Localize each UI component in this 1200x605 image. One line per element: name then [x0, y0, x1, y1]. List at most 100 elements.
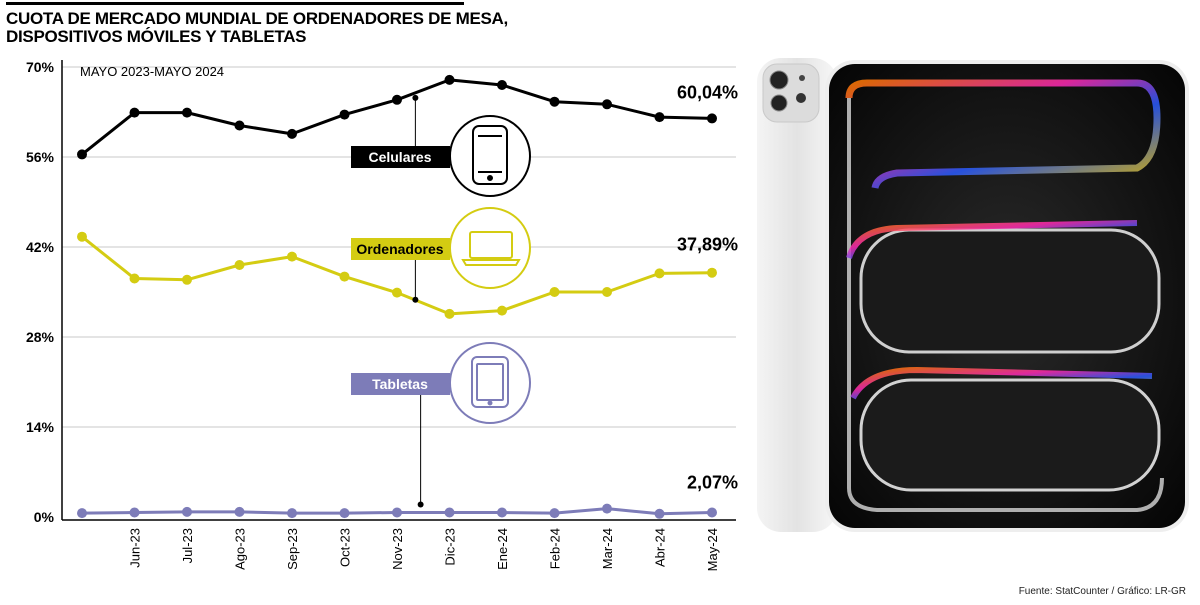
- wallpaper-swirl: [847, 98, 1164, 512]
- end-value-label: 60,04%: [677, 82, 738, 102]
- data-point: [77, 508, 87, 519]
- series-label: Tabletas: [372, 376, 428, 392]
- smartphone-body: [472, 125, 508, 185]
- chart-title-line-2: DISPOSITIVOS MÓVILES Y TABLETAS: [6, 27, 307, 46]
- tablet-photo: [757, 58, 1189, 532]
- data-point: [234, 260, 245, 270]
- x-tick-label: Sep-23: [285, 528, 300, 570]
- data-point: [654, 268, 665, 279]
- data-point: [707, 267, 717, 278]
- tablet-body: [471, 356, 509, 408]
- callout-icon-circle: [449, 342, 531, 424]
- callout-label-box: [351, 238, 450, 260]
- tablet-back: [757, 58, 837, 532]
- data-point: [549, 96, 560, 107]
- data-point: [339, 508, 350, 519]
- smartphone-button: [487, 175, 493, 181]
- y-tick-label: 42%: [26, 239, 55, 255]
- data-point: [77, 149, 87, 160]
- x-tick-label: Feb-24: [548, 528, 563, 569]
- data-point: [77, 231, 87, 242]
- x-tick-label: Jun-23: [128, 528, 143, 568]
- data-point: [287, 251, 297, 262]
- data-point: [707, 507, 717, 518]
- data-point: [497, 80, 507, 90]
- data-point: [444, 308, 455, 319]
- data-point: [497, 305, 507, 316]
- chart-title-line-1: CUOTA DE MERCADO MUNDIAL DE ORDENADORES …: [6, 9, 508, 28]
- data-point: [129, 107, 140, 118]
- data-point: [392, 507, 402, 518]
- data-point: [602, 503, 612, 514]
- data-point: [182, 506, 192, 517]
- data-point: [339, 271, 350, 282]
- x-tick-label: Dic-23: [443, 528, 458, 566]
- sensor-icon: [799, 75, 805, 81]
- series-line-0: [81, 78, 713, 156]
- data-point: [707, 113, 717, 124]
- series-label: Ordenadores: [356, 241, 443, 257]
- data-point: [339, 109, 350, 120]
- y-tick-label: 70%: [26, 59, 55, 75]
- x-tick-label: May-24: [705, 528, 720, 571]
- wallpaper-swirl: [845, 79, 1161, 189]
- series-label: Celulares: [368, 149, 431, 165]
- wallpaper-swirl: [859, 378, 1161, 492]
- callout-icon-circle: [449, 207, 531, 289]
- tablet-display: [476, 363, 504, 401]
- end-value-label: 2,07%: [687, 473, 738, 493]
- data-point: [234, 120, 245, 131]
- wallpaper-swirl: [850, 366, 1153, 400]
- data-point: [602, 99, 612, 110]
- x-tick-label: Ago-23: [233, 528, 248, 570]
- y-tick-label: 14%: [26, 419, 55, 435]
- tablet-icon: [471, 356, 509, 408]
- y-tick-label: 28%: [26, 329, 55, 345]
- data-point: [549, 508, 560, 519]
- data-point: [182, 107, 192, 118]
- data-point: [549, 287, 560, 297]
- flash-icon: [796, 93, 806, 103]
- data-point: [287, 128, 297, 139]
- x-tick-label: Abr-24: [653, 528, 668, 567]
- data-point: [392, 94, 402, 105]
- smartphone-icon: [472, 125, 508, 185]
- chart-subtitle: MAYO 2023-MAYO 2024: [80, 64, 224, 79]
- wallpaper-swirl: [846, 220, 1138, 259]
- data-point: [602, 287, 612, 297]
- y-tick-label: 56%: [26, 149, 55, 165]
- callout-icon-circle: [449, 115, 531, 197]
- callout-anchor-dot: [412, 296, 419, 303]
- data-point: [392, 287, 402, 298]
- callout-label-box: [351, 146, 450, 168]
- data-point: [234, 506, 245, 517]
- x-tick-label: Nov-23: [390, 528, 405, 570]
- chart-title: CUOTA DE MERCADO MUNDIAL DE ORDENADORES …: [6, 10, 526, 46]
- x-tick-label: Oct-23: [338, 528, 353, 567]
- callout-anchor-dot: [412, 94, 419, 101]
- line-chart: 0% 14% 28% 42% 56% 70% MAYO 2023-MAYO 2024 Jun-…: [26, 59, 738, 571]
- title-rule: [6, 2, 464, 5]
- source-note: Fuente: StatCounter / Gráfico: LR-GR: [1018, 586, 1186, 597]
- data-point: [182, 274, 192, 285]
- data-point: [129, 273, 140, 284]
- data-point: [654, 112, 665, 123]
- x-tick-label: Ene-24: [495, 528, 510, 570]
- data-point: [497, 507, 507, 518]
- x-tick-label: Mar-24: [600, 528, 615, 569]
- data-point: [287, 508, 297, 519]
- callout-anchor-dot: [417, 501, 424, 508]
- laptop-screen: [469, 231, 513, 259]
- data-point: [129, 507, 140, 518]
- laptop-base: [461, 259, 521, 266]
- x-tick-label: Jul-23: [180, 528, 195, 563]
- laptop-icon: [461, 231, 521, 266]
- data-point: [444, 507, 455, 518]
- wallpaper-swirl: [859, 228, 1161, 354]
- y-tick-label: 0%: [34, 509, 55, 525]
- camera-lens-icon: [769, 70, 789, 90]
- camera-module: [762, 63, 820, 123]
- tablet-button: [487, 400, 493, 406]
- end-value-label: 37,89%: [677, 235, 738, 255]
- data-point: [444, 74, 455, 85]
